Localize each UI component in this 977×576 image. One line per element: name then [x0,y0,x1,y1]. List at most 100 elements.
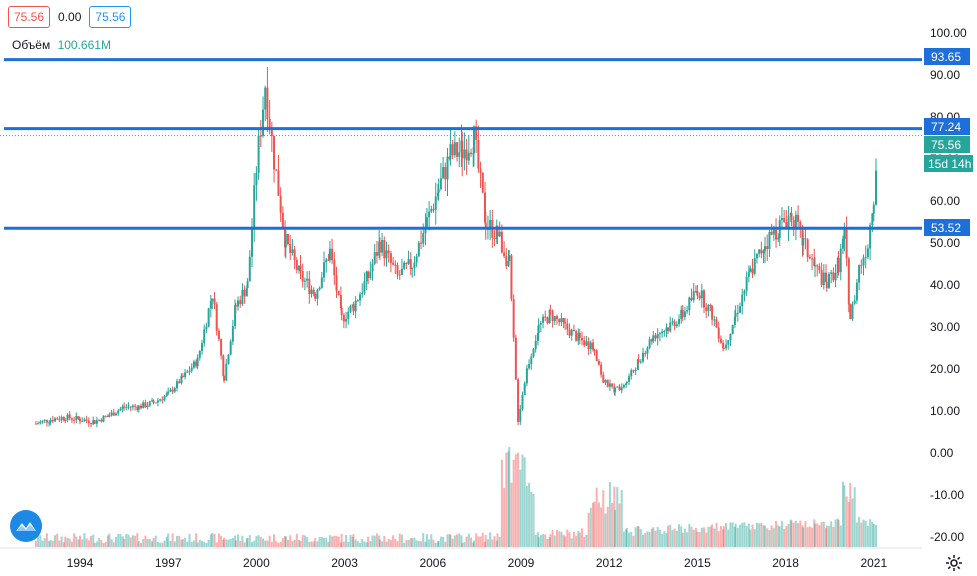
volume-bar [424,541,427,547]
candle-body [41,420,44,422]
volume-bar [675,530,678,547]
candle-body [869,225,872,249]
candle-body [396,265,399,275]
volume-bar [58,540,61,547]
volume-bar [211,533,214,547]
volume-bar [514,454,517,547]
candle-body [678,318,681,325]
volume-bar [217,533,220,547]
volume-bar [81,539,84,547]
candle-body [785,221,788,229]
candle-body [231,326,234,342]
volume-bar [770,525,773,547]
volume-bar [250,542,253,547]
volume-bar [140,542,143,547]
volume-bar [577,530,580,547]
candle-body [825,281,828,288]
candle-body [711,306,714,320]
candle-body [479,168,482,173]
volume-bar [587,512,590,547]
volume-bar [745,526,748,547]
volume-bar [493,536,496,547]
volume-bar [625,529,628,547]
candle-body [671,321,674,323]
volume-bar [361,538,364,547]
candle-body [339,294,342,309]
candle-body [834,272,837,281]
level-mid-label: 77.24 [931,120,961,134]
volume-bar [359,542,362,547]
candle-body [813,259,816,267]
volume-bar [291,541,294,547]
candle-body [266,87,269,120]
candle-body [709,305,712,307]
volume-bar [104,541,107,547]
volume-bar [73,533,76,547]
settings-gear-icon[interactable] [944,553,964,573]
candle-body [340,308,343,315]
candle-body [614,387,617,393]
candle-body [764,246,767,251]
volume-bar [436,541,439,547]
y-tick-label: 90.00 [930,68,960,82]
candle-body [510,255,513,300]
volume-bar [83,533,86,547]
volume-bar [403,542,406,547]
candle-body [534,340,537,349]
volume-bar [119,534,122,547]
volume-bar [611,502,614,547]
candle-body [250,227,253,257]
volume-bar [836,518,839,547]
volume-bar [818,525,821,547]
tradingview-logo-icon[interactable] [10,510,42,542]
volume-bar [780,521,783,547]
candle-body [312,289,315,294]
candle-body [446,156,449,180]
candle-body [98,419,101,421]
volume-bar [156,541,159,547]
candle-body [110,412,113,416]
volume-bar [415,540,418,547]
volume-bar [608,482,611,547]
volume-bar [841,481,844,547]
candle-body [636,359,639,370]
volume-bar [398,533,401,547]
candle-body [398,274,401,276]
volume-bar [549,534,552,547]
candle-body [316,289,319,299]
volume-bar [259,537,262,547]
candle-body [323,262,326,278]
volume-bar [597,502,600,547]
candle-body [148,401,151,406]
candle-body [581,337,584,341]
candle-body [648,339,651,348]
volume-bar [834,519,837,547]
volume-bar [312,541,315,547]
volume-bar [806,527,809,547]
candle-body [804,238,807,240]
candle-body [521,395,524,409]
volume-bar [287,539,290,547]
horizontal-levels[interactable] [4,58,922,230]
candle-body [851,303,854,319]
volume-bar [448,533,451,547]
volume-bar [589,507,592,547]
volume-bar [169,540,172,547]
volume-bar [517,452,520,547]
candle-body [54,418,57,422]
candle-body [801,226,804,246]
candle-body [281,212,284,228]
candle-body [381,240,384,253]
candle-body [140,405,143,409]
volume-bar [820,522,823,547]
volume-bar [422,533,425,547]
volume-bar [669,524,672,547]
candle-body [451,144,454,156]
candle-body [673,321,676,327]
candle-body [705,307,708,311]
candle-body [90,423,93,425]
volume-bar [843,485,846,547]
volume-bar [92,534,95,547]
candle-body [275,169,278,171]
